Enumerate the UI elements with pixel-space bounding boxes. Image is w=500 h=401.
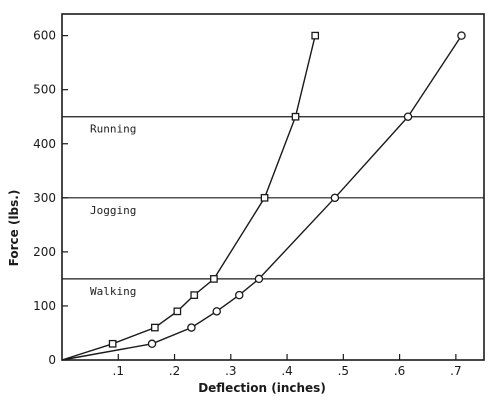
circle-marker xyxy=(234,290,244,300)
axis-ticks: 0 100 200 300 400 500 600 .1 .2 .3 .4 .5 .6 .7 xyxy=(33,29,461,378)
x-tick-label: .2 xyxy=(169,364,180,378)
x-tick-label: .3 xyxy=(225,364,236,378)
x-tick-label: .5 xyxy=(338,364,349,378)
reference-lines: Walking Jogging Running xyxy=(62,116,484,298)
x-tick-label: .1 xyxy=(113,364,124,378)
y-tick-label: 200 xyxy=(33,245,56,259)
plot-frame xyxy=(61,13,485,361)
reference-label-running: Running xyxy=(90,123,136,136)
y-tick-label: 300 xyxy=(33,191,56,205)
reference-label-walking: Walking xyxy=(90,285,136,298)
circle-marker xyxy=(187,323,196,332)
square-marker xyxy=(291,112,300,121)
reference-label-jogging: Jogging xyxy=(90,204,136,217)
y-tick-label: 0 xyxy=(48,353,56,367)
data-series xyxy=(61,31,466,361)
circle-marker xyxy=(403,112,413,121)
x-tick-label: .4 xyxy=(281,364,292,378)
y-tick-label: 400 xyxy=(33,137,56,151)
circle-marker xyxy=(212,307,221,316)
y-tick-label: 500 xyxy=(33,83,56,97)
y-tick-label: 100 xyxy=(33,299,56,313)
square-marker xyxy=(311,31,320,40)
square-marker xyxy=(260,193,269,202)
series-square xyxy=(61,31,320,361)
circle-marker xyxy=(147,339,157,349)
square-marker xyxy=(190,291,199,299)
x-tick-label: .7 xyxy=(450,364,461,378)
square-marker xyxy=(173,307,182,316)
x-tick-label: .6 xyxy=(394,364,405,378)
circle-marker xyxy=(254,274,264,284)
y-tick-label: 600 xyxy=(33,29,56,43)
square-marker xyxy=(108,339,117,348)
square-marker xyxy=(150,323,159,332)
series-circle xyxy=(61,31,466,361)
x-axis-title: Deflection (inches) xyxy=(198,381,326,395)
square-marker xyxy=(210,275,218,283)
circle-marker xyxy=(457,31,466,40)
circle-marker xyxy=(330,193,340,203)
y-axis-title: Force (lbs.) xyxy=(7,190,21,267)
